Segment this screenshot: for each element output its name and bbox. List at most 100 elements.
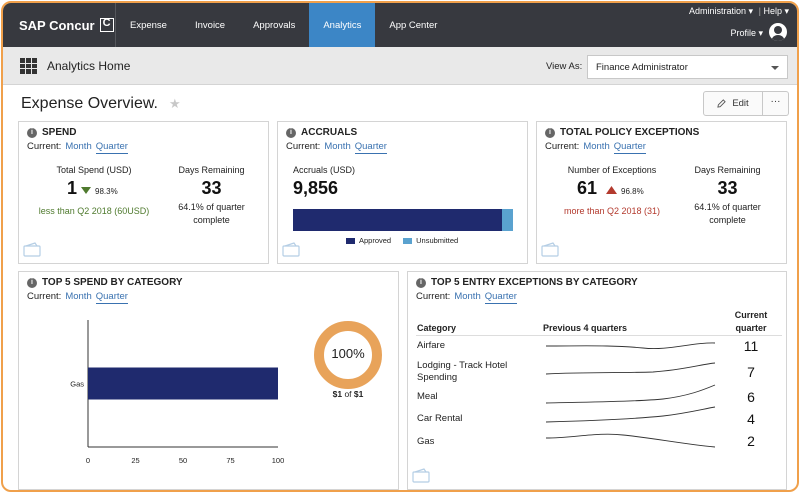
wallet-icon [412, 468, 430, 483]
entry-exceptions-panel: i TOP 5 ENTRY EXCEPTIONS BY CATEGORY Curr… [407, 271, 787, 490]
x-tick-label: 0 [86, 456, 90, 465]
sparkline-lodging [545, 362, 716, 375]
donut-caption: $1 of $1 [312, 389, 384, 399]
info-icon[interactable]: i [27, 277, 37, 288]
accruals-title: i ACCRUALS [286, 127, 357, 138]
days-remaining-value: 33 [717, 178, 738, 198]
app-grid-icon[interactable] [20, 58, 37, 74]
avatar[interactable] [769, 23, 787, 41]
up-arrow-icon [606, 186, 617, 194]
month-link[interactable]: Month [65, 141, 92, 152]
quarter-link[interactable]: Quarter [484, 291, 517, 304]
quarter-link[interactable]: Quarter [95, 291, 128, 304]
sparkline-gas [545, 433, 716, 448]
policy-exceptions-panel: i TOTAL POLICY EXCEPTIONS Current: Month Qu… [536, 121, 787, 264]
spend-title: i SPEND [27, 127, 76, 138]
accruals-value: 9,856 [293, 178, 339, 198]
entry-exceptions-title-text: TOP 5 ENTRY EXCEPTIONS BY CATEGORY [431, 277, 638, 288]
entry-exceptions-title: i TOP 5 ENTRY EXCEPTIONS BY CATEGORY [416, 277, 638, 288]
col-current-header-2: quarter [735, 323, 767, 333]
nav-invoice[interactable]: Invoice [194, 19, 226, 31]
row-category: Lodging - Track Hotel [417, 360, 508, 371]
row-value: 11 [743, 338, 759, 354]
quarter-link[interactable]: Quarter [613, 141, 646, 154]
info-icon[interactable]: i [27, 127, 37, 138]
nav-analytics[interactable]: Analytics [309, 3, 376, 47]
more-options-button[interactable]: ··· [763, 91, 789, 116]
view-as-label: View As: [546, 61, 583, 72]
info-icon[interactable]: i [286, 127, 296, 138]
policy-pct: 96.8% [621, 187, 644, 196]
policy-title: i TOTAL POLICY EXCEPTIONS [545, 127, 699, 138]
month-link[interactable]: Month [324, 141, 351, 152]
accruals-title-text: ACCRUALS [301, 127, 358, 138]
legend-approved-swatch [346, 237, 355, 244]
days-remaining-label: Days Remaining [178, 165, 245, 175]
donut-caption-a: $1 [332, 389, 343, 399]
row-value: 7 [747, 364, 755, 380]
sparkline-car-rental [545, 406, 716, 423]
x-tick-label: 75 [226, 456, 234, 465]
total-spend-label: Total Spend (USD) [56, 165, 132, 175]
accruals-panel: i ACCRUALS Current: Month Quarter Accruals … [277, 121, 528, 264]
month-link[interactable]: Month [65, 291, 92, 302]
x-tick-label: 50 [179, 456, 187, 465]
donut-caption-b: $1 [353, 389, 364, 399]
approved-bar-segment [293, 209, 502, 231]
edit-label: Edit [732, 98, 749, 109]
quarter-link[interactable]: Quarter [95, 141, 128, 154]
info-icon[interactable]: i [545, 127, 555, 138]
spend-donut-chart [314, 321, 382, 389]
accruals-period-selector: Current: Month Quarter [286, 141, 387, 154]
page-section-title: Analytics Home [47, 59, 131, 73]
spend-compare: less than Q2 2018 (60USD) [38, 206, 150, 216]
row-category-line2: Spending [417, 372, 458, 383]
col-category-header: Category [417, 323, 457, 333]
x-axis-label: Percent of Total Spend [123, 471, 214, 472]
down-arrow-icon [81, 187, 91, 194]
info-icon[interactable]: i [416, 277, 426, 288]
row-value: 4 [747, 411, 755, 427]
help-menu[interactable]: Help ▾ [763, 6, 789, 16]
logo-text: SAP Concur [19, 17, 95, 33]
row-value: 6 [747, 389, 755, 405]
donut-center-label: 100% [331, 346, 365, 361]
row-category: Gas [417, 436, 435, 447]
donut-caption-of: of [342, 389, 354, 399]
nav-expense[interactable]: Expense [130, 19, 167, 31]
sparkline-meal [545, 384, 716, 404]
current-label: Current: [286, 141, 321, 152]
sap-concur-logo[interactable]: SAP Concur [3, 3, 116, 47]
days-note-1: 64.1% of quarter [694, 202, 761, 212]
days-note-1: 64.1% of quarter [178, 202, 245, 212]
policy-compare: more than Q2 2018 (31) [563, 206, 661, 216]
spend-period-selector: Current: Month Quarter [27, 141, 128, 154]
row-value: 2 [747, 433, 755, 449]
legend-approved-label: Approved [359, 236, 392, 245]
exceptions-count-value: 61 [576, 178, 598, 198]
chevron-down-icon [771, 66, 779, 70]
col-previous-header: Previous 4 quarters [543, 323, 628, 333]
days-remaining-label: Days Remaining [694, 165, 761, 175]
accruals-label: Accruals (USD) [293, 165, 356, 175]
legend-unsubmitted-swatch [403, 237, 413, 244]
days-note-2: complete [193, 215, 230, 225]
quarter-link[interactable]: Quarter [354, 141, 387, 154]
top-spend-period-selector: Current: Month Quarter [27, 291, 128, 304]
edit-button[interactable]: Edit [703, 91, 763, 116]
spend-panel: i SPEND Current: Month Quarter Total Spend … [18, 121, 269, 264]
wallet-icon [541, 242, 559, 257]
view-as-select[interactable]: Finance Administrator [587, 55, 788, 79]
profile-menu[interactable]: Profile ▾ [730, 28, 763, 38]
nav-app-center[interactable]: App Center [389, 19, 438, 31]
row-category: Car Rental [417, 413, 463, 424]
star-icon[interactable]: ★ [169, 96, 181, 111]
administration-menu[interactable]: Administration ▾ [688, 6, 753, 16]
wallet-icon [23, 242, 41, 257]
nav-approvals[interactable]: Approvals [253, 19, 296, 31]
y-tick-label: Gas [70, 380, 84, 389]
month-link[interactable]: Month [454, 291, 481, 302]
wallet-icon [282, 242, 300, 257]
month-link[interactable]: Month [583, 141, 610, 152]
